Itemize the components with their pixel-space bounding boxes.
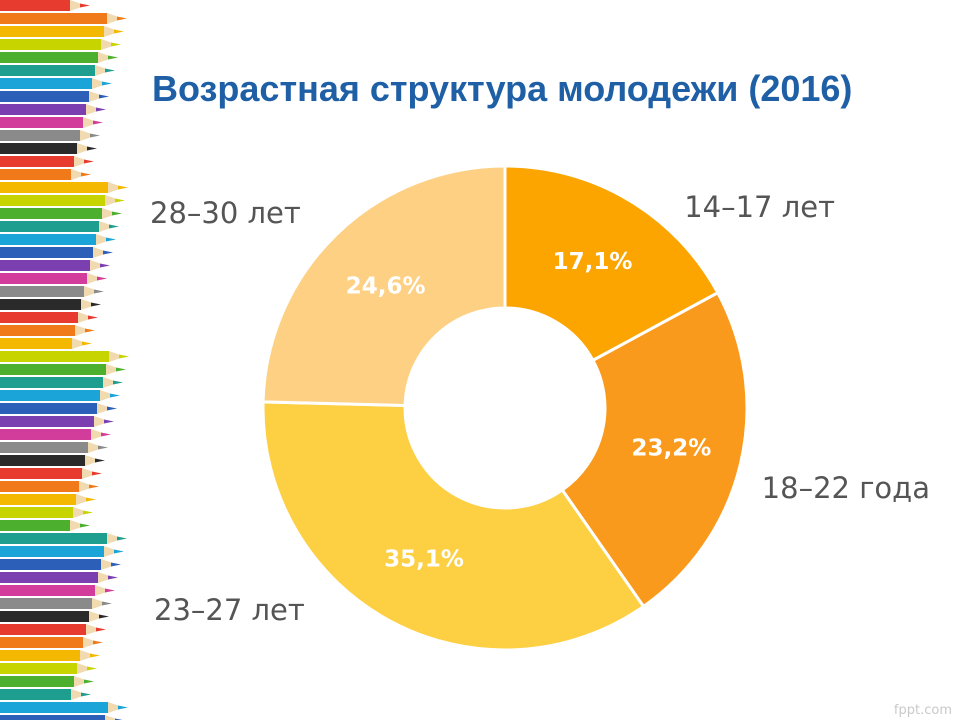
pencil [0,117,103,128]
pencil [0,273,107,284]
pencil [0,221,119,232]
pencil [0,156,94,167]
pencil [0,611,109,622]
pencil [0,286,104,297]
pencil [0,13,127,24]
pencil [0,416,114,427]
pencil [0,702,128,713]
pencil [0,507,93,518]
pencil [0,442,108,453]
slide-title: Возрастная структура молодежи (2016) [152,68,853,109]
pencil [0,130,100,141]
pencil [0,208,122,219]
watermark: fppt.com [893,703,952,718]
pencil [0,325,95,336]
slice-value-label-1: 17,1% [553,249,633,275]
pencil [0,0,90,11]
pencil [0,364,126,375]
pencil [0,663,97,674]
pencil [0,715,123,720]
pencil [0,143,97,154]
slice-2 [560,290,749,609]
pencil [0,338,92,349]
pencil [0,689,91,700]
pencil [0,377,123,388]
pencil [0,195,125,206]
pencil [0,234,116,245]
pencil [0,468,102,479]
pencil [0,26,124,37]
pencil [0,481,99,492]
slice-value-label-3: 35,1% [384,547,464,573]
pencil [0,520,90,531]
pencil [0,169,91,180]
category-label-2: 18–22 года [762,471,930,505]
pencil [0,78,112,89]
pencil [0,260,110,271]
category-label-3: 23–27 лет [154,593,305,627]
pencil [0,52,118,63]
pencil [0,637,103,648]
pencil [0,455,105,466]
pencils-decoration [0,0,129,720]
donut-chart: 17,1% 23,2% 35,1% 24,6% 14–17 лет 18–22 года… [150,164,930,652]
pencil [0,390,120,401]
slice-value-label-2: 23,2% [632,435,712,461]
slice-3 [261,400,646,652]
pencil [0,429,111,440]
pencil [0,104,106,115]
category-label-4: 28–30 лет [150,196,301,230]
pencil [0,585,115,596]
pencil [0,494,96,505]
slice-4 [261,164,507,408]
slice-1 [503,164,720,363]
pencil [0,650,100,661]
category-label-1: 14–17 лет [684,190,835,224]
pencil [0,247,113,258]
pencil [0,403,117,414]
pencil [0,546,124,557]
pencil [0,572,118,583]
pencil [0,533,127,544]
pencil [0,299,101,310]
pencil [0,351,129,362]
pencil [0,624,106,635]
pencil [0,39,121,50]
pencil [0,65,115,76]
pencil [0,91,109,102]
pencil [0,182,128,193]
pencil [0,559,121,570]
pencil [0,676,94,687]
slice-value-label-4: 24,6% [346,274,426,300]
pencil [0,312,98,323]
pencil [0,598,112,609]
